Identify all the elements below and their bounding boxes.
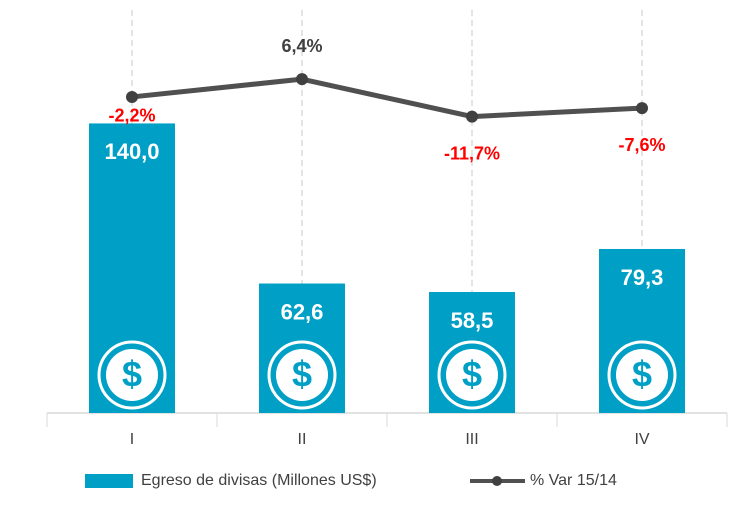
icon-disc xyxy=(276,349,328,401)
legend-label: % Var 15/14 xyxy=(530,472,617,489)
icon-disc xyxy=(446,349,498,401)
icon-symbol: $ xyxy=(632,354,652,395)
line-point xyxy=(466,110,478,123)
bar-value-label: 79,3 xyxy=(621,265,664,290)
icon-ring xyxy=(97,340,167,410)
x-tick-label: I xyxy=(130,431,134,448)
line-value-label: 6,4% xyxy=(281,36,322,56)
bar-value-label: 58,5 xyxy=(451,308,494,333)
x-tick-label: III xyxy=(465,431,478,448)
x-tick-label: II xyxy=(298,431,307,448)
bar-value-label: 140,0 xyxy=(104,139,159,164)
line xyxy=(131,76,643,120)
icon-disc xyxy=(616,349,668,401)
bar-value-label: 62,6 xyxy=(281,299,324,324)
dollar-icon: $ xyxy=(97,340,167,410)
line-point xyxy=(296,73,308,86)
dollar-icon: $ xyxy=(267,340,337,410)
line-value-label: -2,2% xyxy=(108,106,155,126)
legend-dot xyxy=(492,476,502,486)
icon-symbol: $ xyxy=(292,354,312,395)
line-point xyxy=(126,90,138,103)
x-tick-label: IV xyxy=(634,431,649,448)
icon-ring xyxy=(607,340,677,410)
line-point xyxy=(636,102,648,115)
dollar-icon: $ xyxy=(437,340,507,410)
dollar-icon: $ xyxy=(607,340,677,410)
icon-ring xyxy=(267,340,337,410)
line-value-label: -7,6% xyxy=(618,135,665,155)
icon-symbol: $ xyxy=(462,354,482,395)
legend-label: Egreso de divisas (Millones US$) xyxy=(141,472,377,489)
icon-symbol: $ xyxy=(122,354,142,395)
legend-swatch xyxy=(85,474,133,488)
icon-ring xyxy=(437,340,507,410)
icon-disc xyxy=(106,349,158,401)
line-value-label: -11,7% xyxy=(444,143,500,163)
